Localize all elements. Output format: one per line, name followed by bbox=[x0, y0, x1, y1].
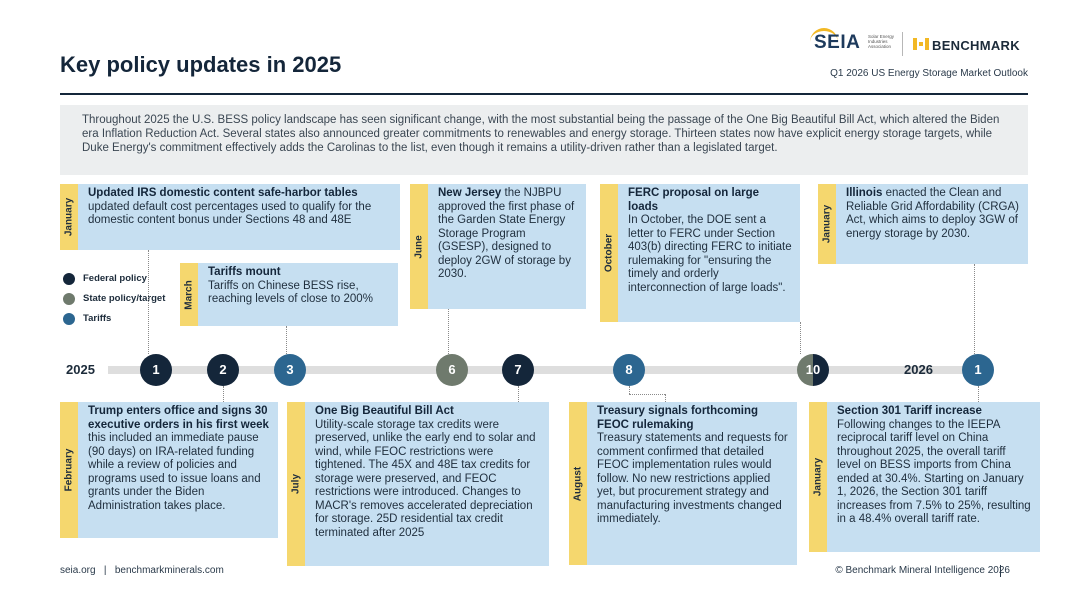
connector bbox=[974, 264, 975, 354]
logo-area: SEIA Solar Energy Industries Association… bbox=[810, 28, 1028, 60]
event-text: Following changes to the IEEPA reciproca… bbox=[837, 418, 1031, 526]
logo-divider bbox=[902, 32, 903, 56]
legend-swatch bbox=[63, 312, 75, 325]
event-text: Utility-scale storage tax credits were p… bbox=[315, 418, 536, 539]
event-heading: FERC proposal on large loads bbox=[628, 187, 759, 213]
event-card-mar-2025: March Tariffs mount Tariffs on Chinese B… bbox=[180, 263, 398, 326]
month-tab: July bbox=[287, 402, 305, 566]
seia-logo-subtext: Solar Energy Industries Association bbox=[868, 34, 895, 49]
event-card-feb-2025: February Trump enters office and signs 3… bbox=[60, 402, 278, 538]
legend-swatch bbox=[63, 292, 75, 305]
connector bbox=[978, 386, 979, 402]
connector bbox=[148, 250, 149, 354]
month-tab: March bbox=[180, 263, 198, 326]
event-card-jun-2025: June New Jersey the NJBPU approved the f… bbox=[410, 184, 586, 309]
timeline-node-oct[interactable]: 10 bbox=[797, 354, 829, 386]
legend: Federal policy State policy/target Tarif… bbox=[63, 270, 165, 330]
month-tab: January bbox=[60, 184, 78, 250]
event-card-jul-2025: July One Big Beautiful Bill Act Utility-… bbox=[287, 402, 549, 566]
legend-item-federal: Federal policy bbox=[63, 270, 165, 287]
footer-copyright: © Benchmark Mineral Intelligence 2026 bbox=[835, 565, 1010, 576]
timeline-node-mar[interactable]: 3 bbox=[274, 354, 306, 386]
event-text: this included an immediate pause (90 day… bbox=[88, 432, 261, 512]
footer-divider bbox=[1000, 565, 1001, 577]
month-tab: January bbox=[809, 402, 827, 552]
connector bbox=[518, 386, 519, 402]
connector bbox=[629, 386, 630, 394]
report-subtitle: Q1 2026 US Energy Storage Market Outlook bbox=[830, 68, 1028, 79]
event-card-aug-2025: August Treasury signals forthcoming FEOC… bbox=[569, 402, 797, 565]
month-tab: January bbox=[818, 184, 836, 264]
year-start: 2025 bbox=[66, 362, 95, 377]
event-text: the NJBPU approved the first phase of th… bbox=[438, 187, 575, 280]
connector bbox=[629, 394, 665, 395]
legend-item-state: State policy/target bbox=[63, 290, 165, 307]
intro-paragraph: Throughout 2025 the U.S. BESS policy lan… bbox=[60, 105, 1028, 175]
footer-links[interactable]: seia.org | benchmarkminerals.com bbox=[60, 565, 224, 576]
event-text: updated default cost percentages used to… bbox=[88, 200, 372, 227]
event-heading: Trump enters office and signs 30 executi… bbox=[88, 405, 269, 431]
seia-arc-icon bbox=[810, 28, 838, 42]
event-heading: Tariffs mount bbox=[208, 266, 281, 278]
timeline-node-jun[interactable]: 6 bbox=[436, 354, 468, 386]
connector bbox=[800, 322, 801, 354]
legend-swatch bbox=[63, 272, 75, 285]
event-card-jan-2026-illinois: January Illinois enacted the Clean and R… bbox=[818, 184, 1028, 264]
benchmark-icon bbox=[913, 38, 929, 50]
event-text: enacted the Clean and Reliable Grid Affo… bbox=[846, 187, 1019, 240]
event-heading: Illinois bbox=[846, 187, 883, 199]
timeline-node-jul[interactable]: 7 bbox=[502, 354, 534, 386]
title-rule bbox=[60, 93, 1028, 95]
event-heading: Updated IRS domestic content safe-harbor… bbox=[88, 187, 358, 199]
event-heading: One Big Beautiful Bill Act bbox=[315, 405, 454, 417]
seia-logo: SEIA bbox=[814, 32, 861, 53]
month-tab: October bbox=[600, 184, 618, 322]
benchmark-logo: BENCHMARK bbox=[932, 38, 1020, 53]
event-text: Treasury statements and requests for com… bbox=[597, 432, 788, 525]
timeline-node-jan[interactable]: 1 bbox=[140, 354, 172, 386]
event-card-jan-2025: January Updated IRS domestic content saf… bbox=[60, 184, 400, 250]
connector bbox=[286, 326, 287, 354]
timeline-node-jan-2026[interactable]: 1 bbox=[962, 354, 994, 386]
month-tab: August bbox=[569, 402, 587, 565]
timeline-node-aug[interactable]: 8 bbox=[613, 354, 645, 386]
event-card-oct-2025: October FERC proposal on large loads In … bbox=[600, 184, 800, 322]
event-text: In October, the DOE sent a letter to FER… bbox=[628, 214, 792, 294]
connector bbox=[665, 394, 666, 402]
timeline-track bbox=[108, 366, 988, 374]
event-heading: Section 301 Tariff increase bbox=[837, 405, 982, 417]
event-text: Tariffs on Chinese BESS rise, reaching l… bbox=[208, 279, 373, 306]
month-tab: June bbox=[410, 184, 428, 309]
event-heading: Treasury signals forthcoming FEOC rulema… bbox=[597, 405, 759, 431]
event-heading: New Jersey bbox=[438, 187, 502, 199]
page-title: Key policy updates in 2025 bbox=[60, 52, 342, 77]
connector bbox=[448, 309, 449, 354]
connector bbox=[223, 386, 224, 402]
legend-item-tariffs: Tariffs bbox=[63, 310, 165, 327]
event-card-jan-2026-section301: January Section 301 Tariff increase Foll… bbox=[809, 402, 1040, 552]
timeline-node-feb[interactable]: 2 bbox=[207, 354, 239, 386]
month-tab: February bbox=[60, 402, 78, 538]
year-end: 2026 bbox=[904, 362, 933, 377]
